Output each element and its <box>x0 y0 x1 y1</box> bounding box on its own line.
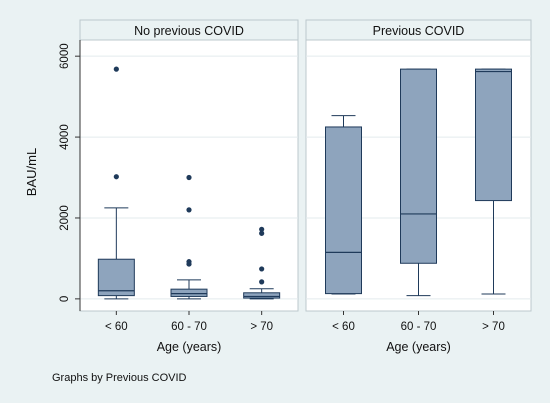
outlier-point <box>259 279 265 285</box>
x-tick-label: 60 - 70 <box>401 321 437 333</box>
outlier-point <box>186 259 192 265</box>
outlier-point <box>113 66 119 72</box>
x-axis-label: Age (years) <box>157 340 222 354</box>
box-2-2 <box>400 68 437 297</box>
iqr-box <box>325 126 362 295</box>
x-tick-label: < 60 <box>105 321 128 333</box>
y-axis-label: BAU/mL <box>24 148 39 196</box>
y-tick-label: 0 <box>59 296 71 302</box>
iqr-box <box>170 288 208 297</box>
outlier-point <box>259 226 265 232</box>
figure-note: Graphs by Previous COVID <box>52 372 187 384</box>
outlier-point <box>186 174 192 181</box>
x-tick-label: < 60 <box>332 321 355 333</box>
box-1-1 <box>97 66 135 300</box>
panel-1: No previous COVID < 60 60 - 70 > 70 Age (yea… <box>79 19 299 354</box>
panel-2: Previous COVID < 60 60 - 70 > 70 Age (years) <box>305 19 532 354</box>
outlier-point <box>186 207 192 213</box>
box-1-2 <box>170 174 208 300</box>
y-tick-label: 6000 <box>59 43 71 69</box>
outlier-point <box>259 266 265 272</box>
iqr-box <box>475 68 512 202</box>
iqr-box <box>243 292 281 299</box>
panel-title: Previous COVID <box>373 24 465 38</box>
x-axis-label: Age (years) <box>386 340 451 354</box>
y-tick-label: 2000 <box>59 205 71 231</box>
panel-title: No previous COVID <box>134 24 244 38</box>
outlier-point <box>259 230 265 236</box>
iqr-box <box>97 258 135 297</box>
x-tick-label: 60 - 70 <box>171 321 207 333</box>
iqr-box <box>400 68 437 264</box>
x-tick-label: > 70 <box>250 321 273 333</box>
box-2-3 <box>475 68 512 295</box>
outlier-point <box>113 174 119 180</box>
box-1-3 <box>243 226 281 300</box>
box-2-1 <box>325 115 362 295</box>
x-tick-label: > 70 <box>482 321 505 333</box>
y-tick-label: 4000 <box>59 124 71 150</box>
